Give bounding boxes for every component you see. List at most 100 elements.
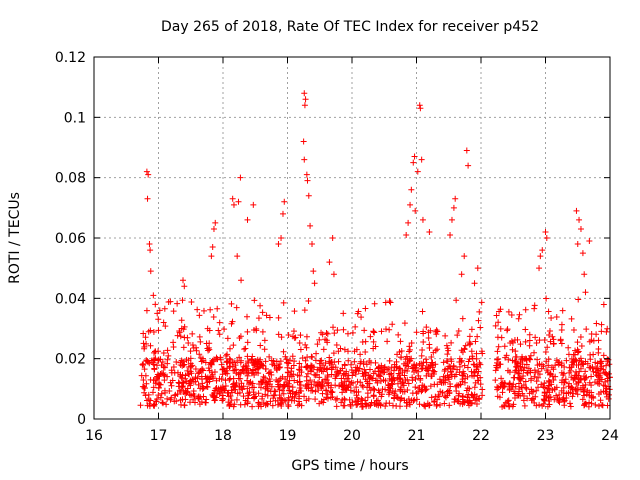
data-point [418,366,425,373]
data-point [320,396,327,403]
data-point [208,373,215,380]
data-point [432,393,439,400]
data-point [505,397,512,404]
data-point [428,394,435,401]
data-point [504,326,511,333]
data-point [195,370,202,377]
data-point [381,364,388,371]
data-point [439,389,446,396]
data-point [230,201,237,208]
data-point [324,330,331,337]
data-point [385,391,392,398]
data-point [601,369,608,376]
data-point [233,304,240,311]
y-tick-label: 0 [77,412,86,428]
data-point [352,323,359,330]
data-point [453,382,460,389]
data-point [582,375,589,382]
x-axis-label: GPS time / hours [291,458,408,474]
data-point [296,340,303,347]
data-point [216,331,223,338]
data-point [187,348,194,355]
data-point [177,333,184,340]
data-point [588,337,595,344]
data-point [419,347,426,354]
data-point [242,345,249,352]
data-point [303,397,310,404]
data-point [524,395,531,402]
data-point [217,356,224,363]
data-point [526,355,533,362]
data-point [364,390,371,397]
data-point [171,392,178,399]
data-point [528,386,535,393]
data-point [508,338,515,345]
data-point [370,345,377,352]
data-point [538,365,545,372]
data-point [155,316,162,323]
data-point [499,403,506,410]
data-point [351,358,358,365]
data-point [168,394,175,401]
data-point [582,400,589,407]
data-point [158,370,165,377]
data-point [249,366,256,373]
data-point [526,342,533,349]
data-point [380,369,387,376]
data-point [543,367,550,374]
data-point [141,389,148,396]
data-point [417,376,424,383]
data-point [304,177,311,184]
data-point [533,387,540,394]
data-point [270,392,277,399]
data-point [522,378,529,385]
data-point [502,380,509,387]
data-point [164,395,171,402]
data-point [375,397,382,404]
data-point [464,364,471,371]
data-point [546,379,553,386]
data-point [340,326,347,333]
data-point [603,362,610,369]
y-tick-label: 0.08 [55,171,86,187]
data-point [501,403,508,410]
data-point [458,359,465,366]
data-point [291,308,298,315]
data-point [244,400,251,407]
data-point [185,357,192,364]
data-point [571,374,578,381]
data-point [515,315,522,322]
data-point [334,371,341,378]
data-point [597,359,604,366]
data-point [181,361,188,368]
data-point [464,385,471,392]
data-point [149,389,156,396]
data-point [203,383,210,390]
data-point [448,368,455,375]
data-point [169,377,176,384]
data-point [345,357,352,364]
data-point [238,277,245,284]
data-point [286,387,293,394]
data-point [142,334,149,341]
data-point [456,355,463,362]
data-point [598,401,605,408]
data-point [211,368,218,375]
data-point [428,353,435,360]
data-point [545,356,552,363]
data-point [545,398,552,405]
y-axis-label: ROTI / TECUs [7,192,23,284]
data-point [313,350,320,357]
data-point [333,342,340,349]
data-point [445,347,452,354]
data-point [353,384,360,391]
data-point [316,400,323,407]
data-point [297,332,304,339]
data-point [320,346,327,353]
data-point [423,359,430,366]
data-point [338,375,345,382]
data-point [586,379,593,386]
data-point [161,364,168,371]
data-point [339,396,346,403]
data-point [514,336,521,343]
